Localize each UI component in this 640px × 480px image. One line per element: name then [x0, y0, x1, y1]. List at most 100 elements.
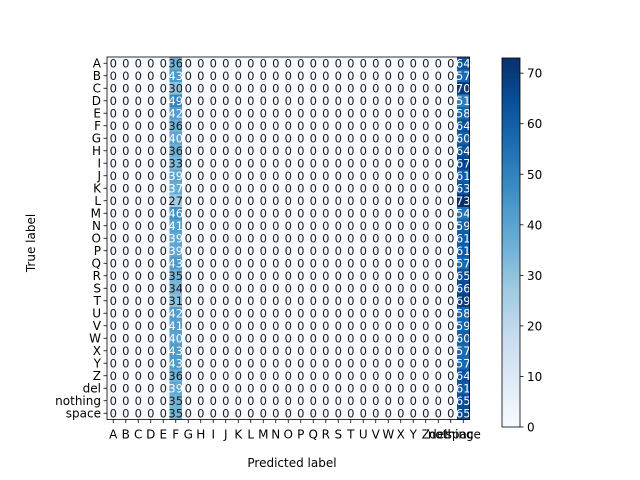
heatmap-cell-I-J — [219, 157, 233, 170]
cell-value: 0 — [285, 131, 292, 145]
cell-value: 0 — [322, 281, 329, 295]
cell-value: 0 — [372, 244, 379, 258]
heatmap-cell-F-G — [182, 119, 195, 133]
y-tick-label-U: U — [92, 306, 101, 320]
cell-value: 0 — [160, 206, 167, 220]
cell-value: 0 — [285, 119, 292, 133]
cell-value: 0 — [110, 131, 117, 145]
heatmap-cell-F-U — [357, 119, 370, 133]
cell-value: 0 — [410, 156, 417, 170]
heatmap-cell-G-V — [369, 132, 383, 145]
cell-value: 0 — [235, 394, 242, 408]
heatmap-cell-N-N — [269, 219, 283, 233]
heatmap-cell-del-Y — [407, 382, 420, 395]
cell-value: 0 — [360, 156, 367, 170]
cell-value: 0 — [397, 69, 404, 83]
heatmap-cell-M-V — [369, 207, 383, 220]
cell-value: 0 — [160, 144, 167, 158]
heatmap-cell-Z-L — [244, 369, 258, 383]
cell-value: 0 — [247, 244, 254, 258]
heatmap-cell-Q-H — [194, 257, 208, 270]
heatmap-cell-O-Y — [407, 232, 420, 245]
cell-value: 0 — [310, 406, 317, 420]
cell-value: 39 — [168, 231, 183, 245]
heatmap-cell-X-nothing — [444, 344, 458, 358]
x-tick-label-V: V — [372, 428, 381, 442]
heatmap-cell-Z-W — [382, 369, 395, 383]
cell-value: 61 — [456, 244, 471, 258]
y-tick-label-nothing: nothing — [55, 394, 101, 408]
heatmap-cell-F-del — [432, 119, 445, 133]
cell-value: 0 — [435, 56, 442, 70]
cell-value: 0 — [197, 244, 204, 258]
cell-value: 0 — [347, 331, 354, 345]
heatmap-cell-J-R — [319, 169, 333, 183]
cell-value: 0 — [285, 406, 292, 420]
cell-value: 0 — [110, 219, 117, 233]
cell-value: 0 — [310, 119, 317, 133]
x-tick-label-G: G — [184, 428, 193, 442]
cell-value: 0 — [135, 56, 142, 70]
heatmap-cell-N-G — [182, 219, 195, 233]
cell-value: 0 — [372, 206, 379, 220]
heatmap-cell-X-space — [457, 344, 470, 358]
cell-value: 0 — [385, 144, 392, 158]
cell-value: 0 — [222, 131, 229, 145]
cell-value: 0 — [435, 219, 442, 233]
cell-value: 0 — [410, 106, 417, 120]
cell-value: 0 — [160, 294, 167, 308]
heatmap-cell-G-L — [244, 132, 258, 145]
heatmap-cell-R-W — [382, 269, 395, 283]
heatmap-cell-B-T — [344, 69, 358, 83]
heatmap-cell-R-O — [282, 269, 295, 283]
heatmap-cell-F-Z — [419, 119, 433, 133]
cell-value: 54 — [456, 206, 471, 220]
heatmap-cell-K-E — [157, 182, 170, 195]
cell-value: 0 — [222, 256, 229, 270]
cell-value: 57 — [456, 344, 471, 358]
cell-value: 0 — [122, 381, 129, 395]
cell-value: 0 — [260, 169, 267, 183]
cell-value: 0 — [147, 194, 154, 208]
heatmap-cell-O-W — [382, 232, 395, 245]
cell-value: 0 — [285, 381, 292, 395]
cell-value: 0 — [310, 219, 317, 233]
y-tick-label-D: D — [92, 94, 101, 108]
heatmap-cell-N-V — [369, 219, 383, 233]
cell-value: 0 — [160, 281, 167, 295]
heatmap-cell-D-U — [357, 94, 370, 108]
heatmap-cell-J-O — [282, 169, 295, 183]
heatmap-cell-F-D — [144, 119, 158, 133]
heatmap-cell-V-space — [457, 319, 470, 333]
heatmap-cell-R-P — [294, 269, 308, 283]
y-tick-label-W: W — [89, 331, 101, 345]
heatmap-cell-W-W — [382, 332, 395, 345]
heatmap-cell-D-Y — [407, 94, 420, 108]
heatmap-cell-O-R — [319, 232, 333, 245]
x-tick-label-F: F — [172, 428, 179, 442]
cell-value: 0 — [347, 231, 354, 245]
heatmap-cell-D-S — [332, 94, 345, 108]
heatmap-cell-Q-O — [282, 257, 295, 270]
heatmap-cell-M-Y — [407, 207, 420, 220]
cell-value: 0 — [447, 69, 454, 83]
cell-value: 0 — [385, 331, 392, 345]
cell-value: 0 — [360, 344, 367, 358]
heatmap-cell-nothing-A — [107, 394, 120, 408]
heatmap-cell-B-V — [369, 69, 383, 83]
heatmap-cell-B-X — [394, 69, 408, 83]
cell-value: 0 — [372, 394, 379, 408]
cell-value: 0 — [147, 244, 154, 258]
colorbar-tick-label: 20 — [527, 319, 542, 333]
cell-value: 0 — [422, 306, 429, 320]
heatmap-cell-del-N — [269, 382, 283, 395]
cell-value: 0 — [185, 369, 192, 383]
cell-value: 0 — [322, 94, 329, 108]
cell-value: 36 — [168, 369, 183, 383]
cell-value: 0 — [122, 231, 129, 245]
cell-value: 66 — [456, 281, 471, 295]
heatmap-cell-del-Z — [419, 382, 433, 395]
heatmap-cell-N-C — [132, 219, 145, 233]
cell-value: 0 — [322, 244, 329, 258]
